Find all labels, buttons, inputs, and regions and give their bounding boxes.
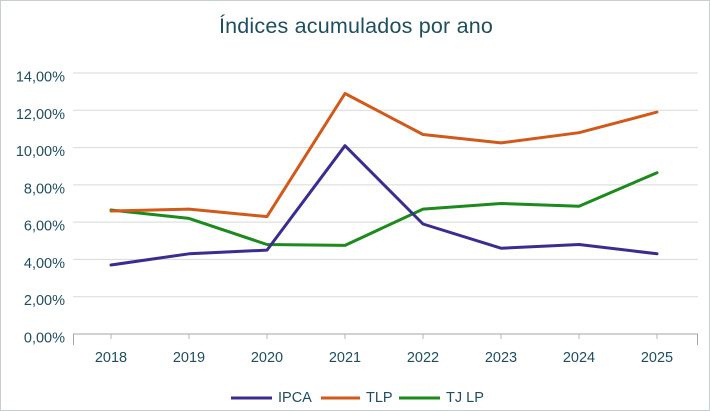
- svg-text:6,00%: 6,00%: [24, 219, 65, 235]
- svg-text:14,00%: 14,00%: [16, 70, 65, 86]
- svg-text:10,00%: 10,00%: [16, 144, 65, 160]
- svg-text:8,00%: 8,00%: [24, 181, 65, 197]
- svg-text:2,00%: 2,00%: [24, 293, 65, 309]
- svg-text:2019: 2019: [173, 350, 205, 366]
- svg-text:TLP: TLP: [366, 390, 393, 406]
- svg-text:2025: 2025: [641, 350, 673, 366]
- svg-text:2020: 2020: [251, 350, 283, 366]
- svg-text:2023: 2023: [485, 350, 517, 366]
- svg-text:2024: 2024: [563, 350, 595, 366]
- svg-text:0,00%: 0,00%: [24, 331, 65, 347]
- svg-text:TJ LP: TJ LP: [446, 390, 484, 406]
- svg-text:12,00%: 12,00%: [16, 107, 65, 123]
- svg-text:2021: 2021: [329, 350, 361, 366]
- svg-text:2022: 2022: [407, 350, 439, 366]
- svg-text:IPCA: IPCA: [278, 390, 312, 406]
- svg-text:4,00%: 4,00%: [24, 256, 65, 272]
- svg-text:2018: 2018: [95, 350, 127, 366]
